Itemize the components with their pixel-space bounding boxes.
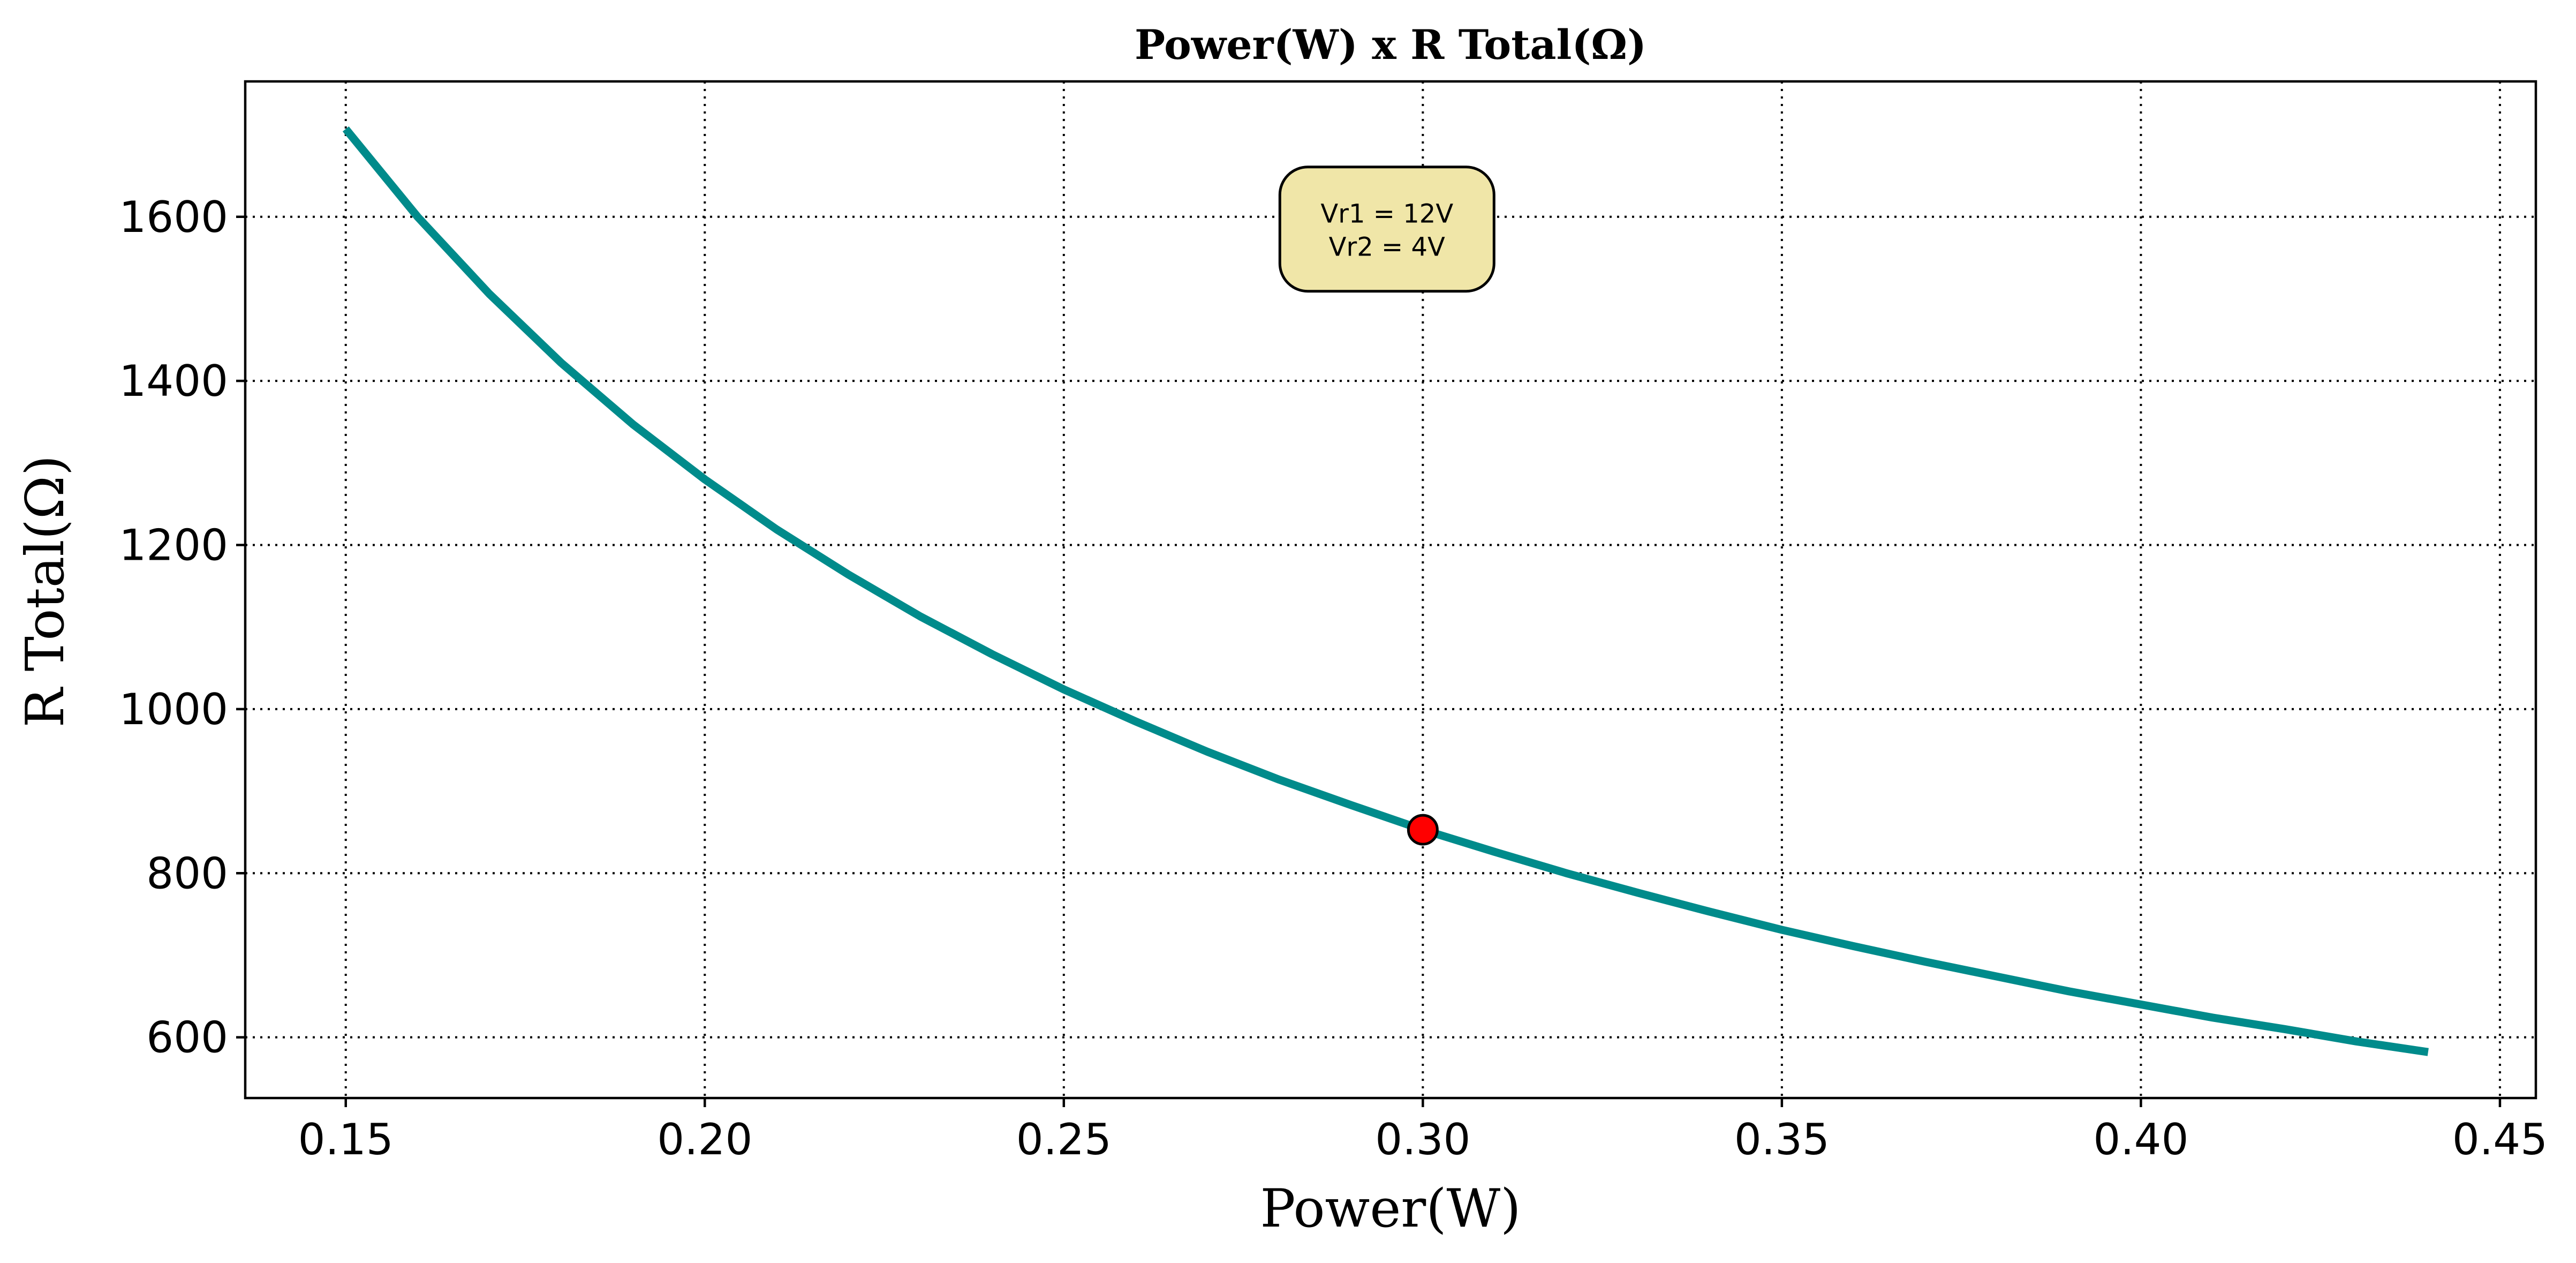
y-tick-label: 1200 [119, 521, 228, 570]
x-tick-label: 0.15 [298, 1115, 394, 1164]
x-axis-label: Power(W) [1260, 1178, 1521, 1239]
x-tick-label: 0.20 [657, 1115, 752, 1164]
plot-frame [244, 80, 2537, 1100]
x-tick-label: 0.40 [2093, 1115, 2188, 1164]
x-tick-label: 0.45 [2452, 1115, 2548, 1164]
y-tick-label: 800 [146, 848, 228, 898]
y-tick-label: 600 [146, 1013, 228, 1063]
series-layer [342, 126, 2429, 1056]
highlight-point [1407, 814, 1439, 846]
axis-ticks: 0.15 0.20 0.25 0.30 0.35 0.40 0.45 600 800 1000 12… [119, 192, 2548, 1164]
annotation-text: Vr1 = 12V [1320, 199, 1453, 229]
annotation-background [1278, 166, 1495, 293]
x-tick-label: 0.35 [1734, 1115, 1830, 1164]
x-tick-label: 0.30 [1375, 1115, 1470, 1164]
annotation-text: Vr2 = 4V [1329, 232, 1445, 262]
y-tick-label: 1000 [119, 685, 228, 734]
x-tick-label: 0.25 [1016, 1115, 1112, 1164]
chart-title: Power(W) x R Total(Ω) [1135, 21, 1646, 69]
series-line [342, 126, 2429, 1056]
y-tick-label: 1600 [119, 192, 228, 242]
y-tick-label: 1400 [119, 356, 228, 406]
y-axis-label: R Total(Ω) [15, 455, 76, 728]
